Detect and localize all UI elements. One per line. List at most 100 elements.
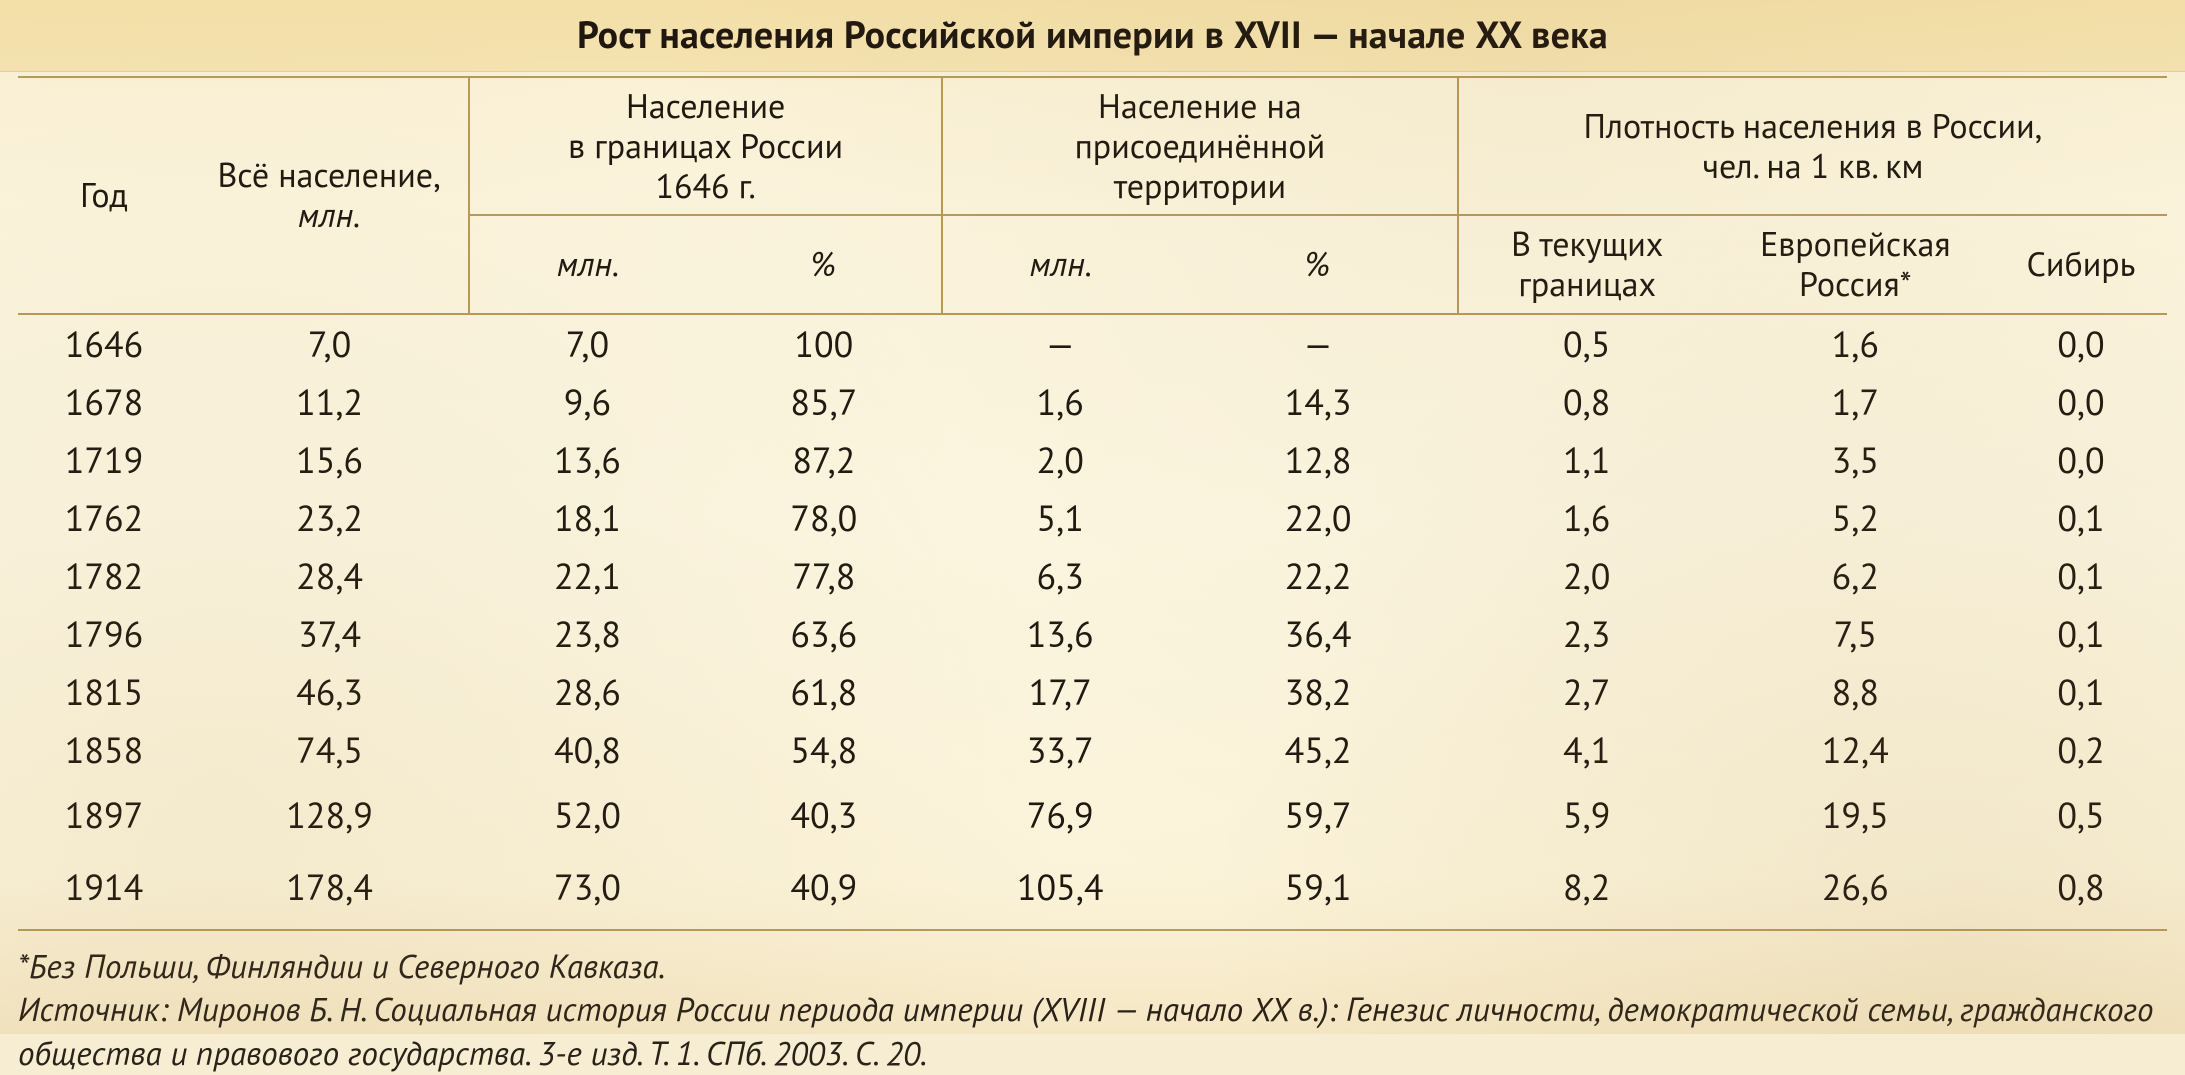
- cell-year: 1646: [18, 314, 190, 373]
- cell-pct1: 87,2: [706, 431, 942, 489]
- cell-mln2: —: [942, 314, 1178, 373]
- cell-year: 1815: [18, 663, 190, 721]
- cell-mln2: 76,9: [942, 779, 1178, 851]
- cell-cur: 4,1: [1458, 721, 1716, 779]
- cell-total: 7,0: [190, 314, 469, 373]
- cell-sib: 0,5: [1995, 779, 2167, 851]
- cell-mln2: 17,7: [942, 663, 1178, 721]
- cell-pct2: 12,8: [1178, 431, 1457, 489]
- cell-pct1: 40,3: [706, 779, 942, 851]
- cell-pct2: 38,2: [1178, 663, 1457, 721]
- cell-pct2: 59,7: [1178, 779, 1457, 851]
- cell-mln1: 7,0: [469, 314, 705, 373]
- table-row: 179637,423,863,613,636,42,37,50,1: [18, 605, 2167, 663]
- cell-mln2: 105,4: [942, 851, 1178, 930]
- table-row: 178228,422,177,86,322,22,06,20,1: [18, 547, 2167, 605]
- cell-mln2: 1,6: [942, 373, 1178, 431]
- cell-pct2: 22,0: [1178, 489, 1457, 547]
- cell-mln2: 6,3: [942, 547, 1178, 605]
- cell-cur: 5,9: [1458, 779, 1716, 851]
- cell-eur: 5,2: [1716, 489, 1995, 547]
- cell-eur: 12,4: [1716, 721, 1995, 779]
- cell-mln1: 23,8: [469, 605, 705, 663]
- footnotes: *Без Польши, Финляндии и Северного Кавка…: [18, 945, 2167, 1075]
- cell-year: 1796: [18, 605, 190, 663]
- cell-sib: 0,1: [1995, 489, 2167, 547]
- cell-cur: 1,1: [1458, 431, 1716, 489]
- cell-cur: 8,2: [1458, 851, 1716, 930]
- cell-pct2: 59,1: [1178, 851, 1457, 930]
- table-row: 171915,613,687,22,012,81,13,50,0: [18, 431, 2167, 489]
- cell-mln2: 33,7: [942, 721, 1178, 779]
- cell-total: 28,4: [190, 547, 469, 605]
- cell-eur: 8,8: [1716, 663, 1995, 721]
- cell-mln2: 13,6: [942, 605, 1178, 663]
- cell-sib: 0,0: [1995, 314, 2167, 373]
- cell-year: 1719: [18, 431, 190, 489]
- cell-sib: 0,1: [1995, 605, 2167, 663]
- cell-mln1: 40,8: [469, 721, 705, 779]
- table-row: 1914178,473,040,9105,459,18,226,60,8: [18, 851, 2167, 930]
- cell-cur: 2,3: [1458, 605, 1716, 663]
- sub-pct2: %: [1178, 215, 1457, 313]
- cell-pct1: 61,8: [706, 663, 942, 721]
- cell-eur: 26,6: [1716, 851, 1995, 930]
- table-row: 176223,218,178,05,122,01,65,20,1: [18, 489, 2167, 547]
- cell-sib: 0,1: [1995, 547, 2167, 605]
- table-row: 16467,07,0100——0,51,60,0: [18, 314, 2167, 373]
- sub-mln1: млн.: [469, 215, 705, 313]
- cell-year: 1782: [18, 547, 190, 605]
- cell-total: 74,5: [190, 721, 469, 779]
- cell-mln2: 2,0: [942, 431, 1178, 489]
- cell-year: 1678: [18, 373, 190, 431]
- cell-mln1: 22,1: [469, 547, 705, 605]
- cell-total: 11,2: [190, 373, 469, 431]
- sub-mln2: млн.: [942, 215, 1178, 313]
- cell-cur: 2,7: [1458, 663, 1716, 721]
- col-year-header: Год: [18, 77, 190, 314]
- cell-mln1: 13,6: [469, 431, 705, 489]
- col-total-header: Всё население, млн.: [190, 77, 469, 314]
- table-row: 181546,328,661,817,738,22,78,80,1: [18, 663, 2167, 721]
- cell-cur: 1,6: [1458, 489, 1716, 547]
- footnote-source: Источник: Миронов Б. Н. Социальная истор…: [18, 988, 2167, 1075]
- cell-pct1: 40,9: [706, 851, 942, 930]
- cell-eur: 1,6: [1716, 314, 1995, 373]
- cell-total: 37,4: [190, 605, 469, 663]
- page: Рост населения Российской империи в XVII…: [0, 0, 2185, 1034]
- table-body: 16467,07,0100——0,51,60,0167811,29,685,71…: [18, 314, 2167, 930]
- cell-pct2: —: [1178, 314, 1457, 373]
- cell-mln1: 18,1: [469, 489, 705, 547]
- cell-pct1: 78,0: [706, 489, 942, 547]
- table-head: Год Всё население, млн. Населениев грани…: [18, 77, 2167, 314]
- cell-cur: 2,0: [1458, 547, 1716, 605]
- cell-pct2: 14,3: [1178, 373, 1457, 431]
- cell-pct1: 100: [706, 314, 942, 373]
- cell-eur: 19,5: [1716, 779, 1995, 851]
- col-density-header: Плотность населения в России,чел. на 1 к…: [1458, 77, 2167, 215]
- population-table: Год Всё население, млн. Населениев грани…: [18, 76, 2167, 931]
- sub-current: В текущихграницах: [1458, 215, 1716, 313]
- cell-pct1: 77,8: [706, 547, 942, 605]
- cell-eur: 7,5: [1716, 605, 1995, 663]
- cell-sib: 0,8: [1995, 851, 2167, 930]
- cell-pct2: 36,4: [1178, 605, 1457, 663]
- cell-cur: 0,8: [1458, 373, 1716, 431]
- cell-year: 1762: [18, 489, 190, 547]
- cell-mln1: 52,0: [469, 779, 705, 851]
- col-in1646-header: Населениев границах России1646 г.: [469, 77, 942, 215]
- table-row: 167811,29,685,71,614,30,81,70,0: [18, 373, 2167, 431]
- cell-pct2: 22,2: [1178, 547, 1457, 605]
- table-row: 185874,540,854,833,745,24,112,40,2: [18, 721, 2167, 779]
- cell-year: 1858: [18, 721, 190, 779]
- cell-total: 128,9: [190, 779, 469, 851]
- cell-mln1: 28,6: [469, 663, 705, 721]
- cell-year: 1914: [18, 851, 190, 930]
- col-annexed-header: Население наприсоединённойтерритории: [942, 77, 1458, 215]
- cell-year: 1897: [18, 779, 190, 851]
- cell-mln1: 73,0: [469, 851, 705, 930]
- cell-pct2: 45,2: [1178, 721, 1457, 779]
- cell-eur: 6,2: [1716, 547, 1995, 605]
- cell-pct1: 63,6: [706, 605, 942, 663]
- cell-total: 23,2: [190, 489, 469, 547]
